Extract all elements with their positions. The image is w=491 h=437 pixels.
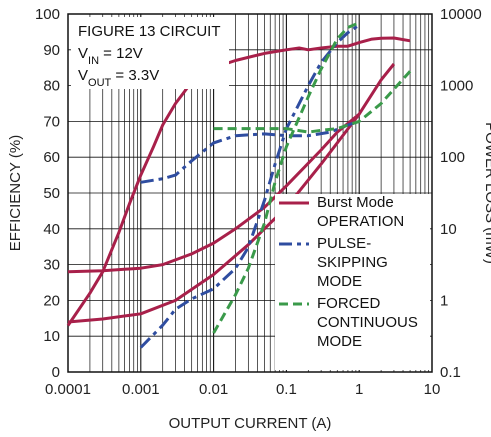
series-lines xyxy=(66,21,412,349)
x-tick-label: 0.1 xyxy=(276,381,297,398)
x-tick-label: 10 xyxy=(424,381,441,398)
y2-tick-label: 100 xyxy=(440,149,465,166)
legend-label: MODE xyxy=(317,273,362,290)
y-axis-label: EFFICIENCY (%) xyxy=(7,135,24,251)
series-2-efficiency-line xyxy=(140,119,360,184)
y2-tick-label: 10000 xyxy=(440,6,482,23)
series-3-power-loss-line xyxy=(212,21,360,334)
annotation-line: FIGURE 13 CIRCUIT xyxy=(78,23,221,40)
y-tick-label: 90 xyxy=(43,42,60,59)
y2-tick-label: 0.1 xyxy=(440,364,461,381)
y-tick-label: 30 xyxy=(43,257,60,274)
annotation-line: VIN = 12V xyxy=(78,45,143,67)
plot-frame xyxy=(67,13,433,373)
y-tick-label: 40 xyxy=(43,221,60,238)
series-2-power-loss-line xyxy=(139,23,361,349)
legend-label: CONTINUOUS xyxy=(317,314,418,331)
y-tick-label: 60 xyxy=(43,149,60,166)
x-tick-label: 0.001 xyxy=(122,381,160,398)
y-tick-label: 70 xyxy=(43,113,60,130)
legend-label: OPERATION xyxy=(317,213,404,230)
x-tick-label: 1 xyxy=(355,381,363,398)
x-tick-label: 0.0001 xyxy=(45,381,91,398)
legend-label: SKIPPING xyxy=(317,254,388,271)
series-1-efficiency-line xyxy=(66,36,411,327)
y-tick-label: 80 xyxy=(43,78,60,95)
series-1-efficiency-branch-line xyxy=(67,113,361,274)
annotation-background xyxy=(71,17,229,89)
y-tick-label: 20 xyxy=(43,292,60,309)
y-tick-label: 100 xyxy=(35,6,60,23)
legend-label: Burst Mode xyxy=(317,194,394,211)
y2-tick-label: 1 xyxy=(440,292,448,309)
y2-axis-label: POWER LOSS (mW) xyxy=(482,122,491,264)
y-tick-label: 10 xyxy=(43,328,60,345)
legend-background xyxy=(275,194,430,370)
series-1-power-loss-line xyxy=(67,63,396,324)
legend-label: MODE xyxy=(317,333,362,350)
y2-tick-label: 10 xyxy=(440,221,457,238)
legend-label: PULSE- xyxy=(317,235,371,252)
y-tick-label: 50 xyxy=(43,185,60,202)
x-tick-label: 0.01 xyxy=(199,381,228,398)
legend-label: FORCED xyxy=(317,295,381,312)
tick-labels: 0.0001 0.001 0.01 0.1 1 100102030405060708090… xyxy=(35,6,482,398)
y-tick-label: 0 xyxy=(52,364,60,381)
x-axis-label: OUTPUT CURRENT (A) xyxy=(169,415,332,432)
y2-tick-label: 1000 xyxy=(440,78,473,95)
annotation-line: VOUT = 3.3V xyxy=(78,67,159,89)
legend: Burst Mode OPERATION PULSE- SKIPPING MODE FOR… xyxy=(279,194,418,350)
